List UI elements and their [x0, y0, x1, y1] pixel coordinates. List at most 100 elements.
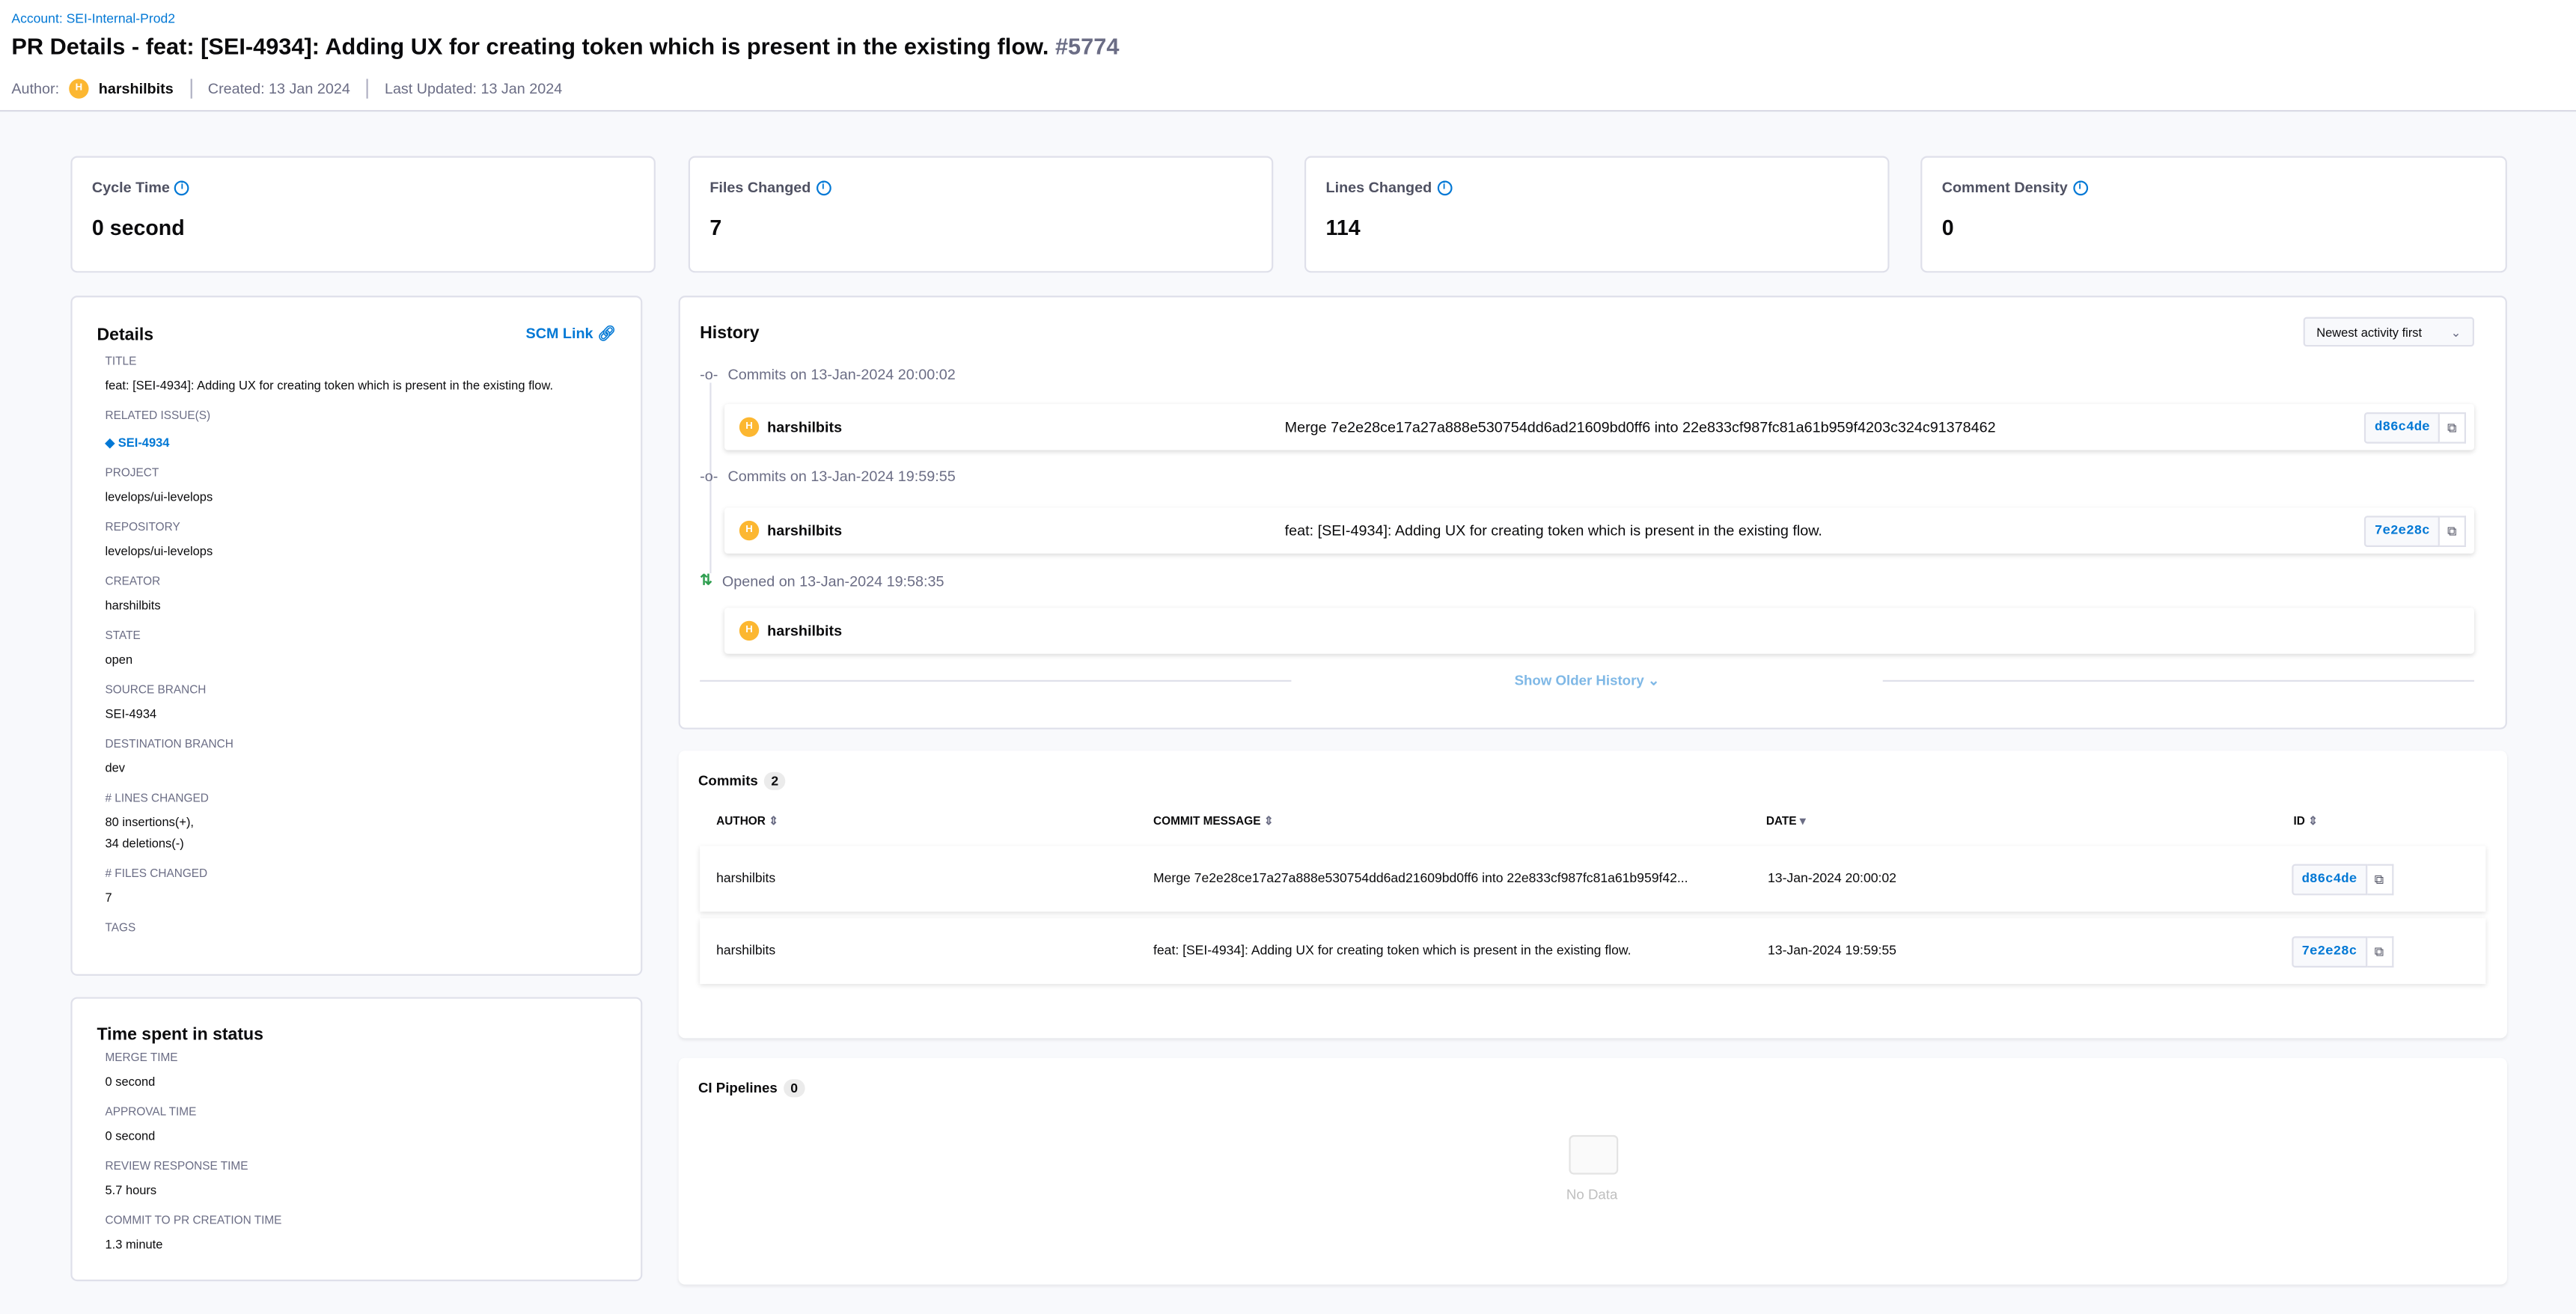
copy-icon[interactable]: ⧉	[2439, 412, 2466, 444]
commit-author: harshilbits	[767, 418, 843, 436]
field-label: STATE	[105, 630, 141, 643]
divider	[366, 79, 368, 99]
details-card: Details SCM Link 🔗︎ TITLE feat: [SEI-4934]…	[70, 296, 643, 976]
updated-date: Last Updated: 13 Jan 2024	[384, 80, 563, 97]
cell-author: harshilbits	[716, 870, 776, 886]
field-value: 0 second	[105, 1074, 156, 1090]
table-row: harshilbits feat: [SEI-4934]: Adding UX f…	[700, 918, 2486, 984]
sort-icon: ⇕	[2308, 816, 2319, 828]
commit-sha[interactable]: d86c4de	[2364, 412, 2440, 444]
cell-author: harshilbits	[716, 943, 776, 958]
show-older-history-button[interactable]: Show Older History ⌄	[1291, 671, 1883, 690]
timeline-event: ⇅ Opened on 13-Jan-2024 19:58:35	[700, 572, 944, 590]
cell-message: feat: [SEI-4934]: Adding UX for creating…	[1153, 943, 1632, 958]
commit-icon: -o-	[700, 468, 718, 485]
event-label: Opened on 13-Jan-2024 19:58:35	[721, 572, 944, 589]
stat-label: Cycle Time	[91, 179, 170, 196]
field-value: dev	[105, 760, 126, 776]
ci-pipelines-card: CI Pipelines 0 No Data	[678, 1057, 2507, 1285]
link-icon: 🔗︎	[597, 325, 617, 342]
copy-icon[interactable]: ⧉	[2366, 936, 2393, 968]
stat-lines-changed: Lines Changed i 114	[1304, 156, 1890, 273]
copy-icon[interactable]: ⧉	[2439, 516, 2466, 548]
created-date: Created: 13 Jan 2024	[207, 80, 350, 97]
column-label: ID	[2293, 816, 2305, 828]
avatar: H	[739, 520, 760, 541]
page-header: Account: SEI-Internal-Prod2 PR Details -…	[0, 0, 2576, 112]
stat-label: Comment Density	[1941, 179, 2068, 196]
info-icon[interactable]: i	[174, 180, 190, 196]
info-icon[interactable]: i	[2072, 180, 2088, 196]
details-fields: TITLE feat: [SEI-4934]: Adding UX for cre…	[97, 356, 617, 935]
commits-count-badge: 2	[764, 771, 785, 790]
stat-comment-density: Comment Density i 0	[1920, 156, 2507, 273]
avatar: H	[739, 417, 760, 437]
table-row: harshilbits Merge 7e2e28ce17a27a888e53075…	[700, 846, 2486, 912]
divider	[189, 79, 192, 99]
stat-files-changed: Files Changed i 7	[688, 156, 1274, 273]
issue-key: SEI-4934	[117, 435, 170, 450]
chevron-down-icon: ⌄	[2450, 325, 2461, 340]
cell-date: 13-Jan-2024 19:59:55	[1768, 943, 1896, 958]
history-card: History Newest activity first ⌄ -o- Commit…	[678, 296, 2507, 730]
field-label: # FILES CHANGED	[105, 869, 208, 881]
commits-heading: Commits 2	[698, 771, 785, 790]
author-name: harshilbits	[98, 80, 174, 97]
avatar: H	[739, 620, 760, 641]
column-header-commit-message[interactable]: COMMIT MESSAGE ⇕	[1153, 815, 1274, 828]
field-value: 34 deletions(-)	[105, 836, 184, 852]
column-header-date[interactable]: DATE ▾	[1766, 815, 1806, 828]
empty-inbox-icon	[1569, 1134, 1619, 1175]
event-label: Commits on 13-Jan-2024 20:00:02	[727, 366, 956, 383]
page-title: PR Details - feat: [SEI-4934]: Adding UX…	[11, 33, 1119, 59]
event-label: Commits on 13-Jan-2024 19:59:55	[727, 468, 956, 485]
related-issue-link[interactable]: ◆ SEI-4934	[105, 432, 616, 453]
no-data-text: No Data	[1566, 1185, 1618, 1203]
jira-issue-icon: ◆	[105, 435, 115, 450]
cell-date: 13-Jan-2024 20:00:02	[1768, 870, 1896, 886]
commit-message: feat: [SEI-4934]: Adding UX for creating…	[1284, 522, 1822, 540]
info-icon[interactable]: i	[1436, 180, 1452, 196]
field-value: open	[105, 652, 133, 667]
field-value: harshilbits	[105, 598, 161, 613]
timeline-event: -o- Commits on 13-Jan-2024 20:00:02	[700, 367, 956, 383]
column-label: DATE	[1765, 816, 1797, 828]
time-spent-heading: Time spent in status	[97, 1024, 263, 1045]
commit-sha[interactable]: 7e2e28c	[2292, 936, 2367, 968]
stat-value: 0 second	[91, 215, 185, 240]
field-label: RELATED ISSUE(S)	[105, 410, 211, 423]
time-spent-fields: MERGE TIME 0 second APPROVAL TIME 0 second R…	[97, 1053, 617, 1255]
field-value: feat: [SEI-4934]: Adding UX for creating…	[105, 377, 554, 393]
field-label: COMMIT TO PR CREATION TIME	[105, 1215, 282, 1227]
commit-sha[interactable]: 7e2e28c	[2364, 516, 2440, 548]
field-label: PROJECT	[105, 468, 159, 480]
commit-author: harshilbits	[767, 522, 843, 540]
info-icon[interactable]: i	[815, 180, 831, 196]
column-header-author[interactable]: AUTHOR ⇕	[716, 815, 778, 828]
field-label: TAGS	[105, 923, 136, 935]
sort-icon: ⇕	[769, 816, 779, 828]
avatar: H	[69, 79, 89, 99]
stat-value: 0	[1941, 215, 1954, 240]
pull-request-opened-icon: ⇅	[700, 571, 712, 588]
opened-author: harshilbits	[767, 622, 843, 639]
scm-link[interactable]: SCM Link 🔗︎	[526, 326, 617, 345]
commit-sha[interactable]: d86c4de	[2292, 864, 2367, 896]
copy-icon[interactable]: ⧉	[2366, 864, 2393, 896]
pr-title: PR Details - feat: [SEI-4934]: Adding UX…	[11, 32, 1049, 60]
field-label: APPROVAL TIME	[105, 1107, 197, 1119]
history-sort-select[interactable]: Newest activity first ⌄	[2303, 317, 2474, 347]
stat-label: Lines Changed	[1325, 179, 1432, 196]
cell-message: Merge 7e2e28ce17a27a888e530754dd6ad21609…	[1153, 870, 1688, 886]
stat-label: Files Changed	[709, 179, 811, 196]
account-link[interactable]: Account: SEI-Internal-Prod2	[11, 11, 176, 27]
sort-value: Newest activity first	[2316, 325, 2423, 340]
field-label: MERGE TIME	[105, 1053, 178, 1065]
column-label: AUTHOR	[716, 816, 766, 828]
column-header-id[interactable]: ID ⇕	[2293, 815, 2318, 828]
field-value: levelops/ui-levelops	[105, 489, 213, 504]
commit-message: Merge 7e2e28ce17a27a888e530754dd6ad21609…	[1284, 418, 1996, 436]
